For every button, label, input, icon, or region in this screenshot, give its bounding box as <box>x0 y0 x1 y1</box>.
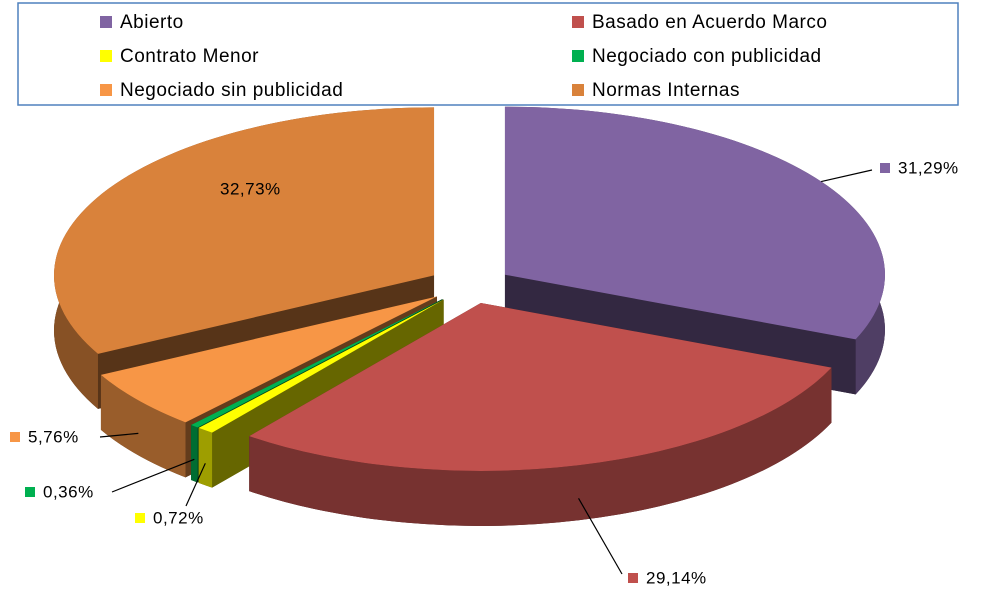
legend-swatch <box>100 50 112 62</box>
data-label: 32,73% <box>220 179 281 198</box>
leader-line <box>99 432 139 438</box>
slice-rim <box>198 427 213 488</box>
legend-swatch <box>572 84 584 96</box>
label-swatch <box>25 487 35 497</box>
data-label: 0,72% <box>153 508 204 527</box>
slice <box>504 106 885 340</box>
leader-line <box>185 463 206 507</box>
legend-swatch <box>100 84 112 96</box>
legend-label: Abierto <box>120 12 184 33</box>
slice-rim <box>191 425 198 483</box>
leader-line <box>578 497 623 575</box>
leader-line <box>821 169 873 183</box>
leader-line <box>111 458 195 493</box>
label-swatch <box>10 432 20 442</box>
legend-swatch <box>572 50 584 62</box>
label-swatch <box>628 573 638 583</box>
legend-label: Contrato Menor <box>120 46 259 67</box>
slice-rim <box>100 374 186 478</box>
data-label: 29,14% <box>646 568 707 587</box>
legend-label: Negociado con publicidad <box>592 46 822 67</box>
data-label: 31,29% <box>898 158 959 177</box>
data-label: 0,36% <box>43 482 94 501</box>
legend-label: Normas Internas <box>592 80 740 101</box>
slice <box>198 299 444 433</box>
slice <box>191 299 443 428</box>
slice <box>100 296 437 423</box>
legend-swatch <box>572 16 584 28</box>
label-swatch <box>880 163 890 173</box>
label-swatch <box>135 513 145 523</box>
data-label: 5,76% <box>28 427 79 446</box>
slice <box>54 107 435 354</box>
legend-label: Negociado sin publicidad <box>120 80 343 101</box>
legend-label: Basado en Acuerdo Marco <box>592 12 827 33</box>
slice-rim <box>249 367 832 526</box>
legend-box <box>17 2 959 106</box>
legend-swatch <box>100 16 112 28</box>
slice <box>249 302 832 471</box>
